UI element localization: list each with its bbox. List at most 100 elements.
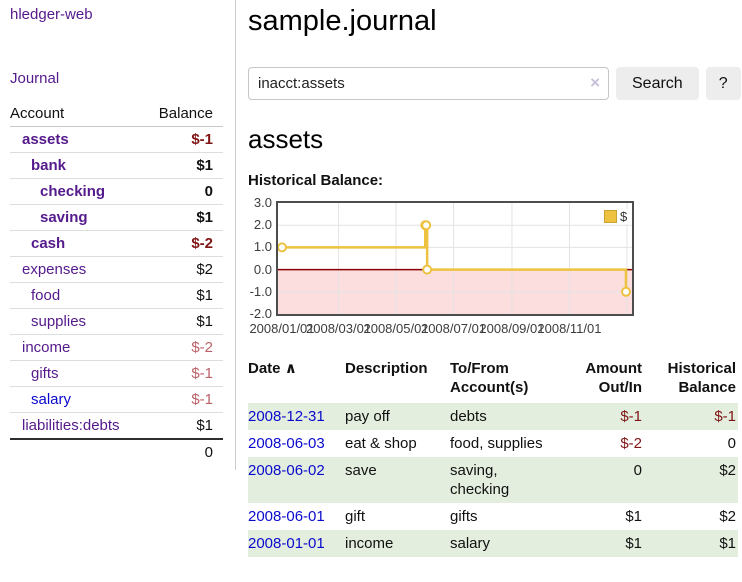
account-balance: $1 <box>144 282 223 309</box>
account-balance: $1 <box>144 308 223 335</box>
transaction-date-link[interactable]: 2008-12-31 <box>248 408 325 425</box>
transaction-description: pay off <box>345 408 390 425</box>
y-axis-tick-label: 2.0 <box>253 217 272 233</box>
account-link[interactable]: cash <box>31 235 66 252</box>
col-description: Description <box>345 360 428 377</box>
account-link[interactable]: income <box>22 339 71 356</box>
transaction-accounts: food, supplies <box>450 435 543 452</box>
transaction-row: 2008-06-03 eat & shop food, supplies $-2 0 <box>248 430 738 457</box>
accounts-total-value: 0 <box>144 438 223 465</box>
transaction-amount: $1 <box>625 535 642 552</box>
account-balance: $1 <box>144 204 223 231</box>
account-balance: $2 <box>144 256 223 283</box>
account-link[interactable]: bank <box>31 157 67 174</box>
y-axis-tick-label: -1.0 <box>249 283 272 299</box>
account-balance: $-1 <box>144 386 223 413</box>
account-balance: $-2 <box>144 334 223 361</box>
transaction-row: 2008-01-01 income salary $1 $1 <box>248 530 738 557</box>
accounts-col-balance: Balance <box>144 101 223 127</box>
transaction-date-link[interactable]: 2008-06-02 <box>248 462 325 479</box>
sidebar: hledger-web Journal Account Balance asse… <box>0 0 236 470</box>
sidebar-item-journal[interactable]: Journal <box>10 70 60 87</box>
brand-link[interactable]: hledger-web <box>10 6 93 23</box>
account-link[interactable]: assets <box>22 131 69 148</box>
x-axis-tick-label: 2008/05/01 <box>363 321 429 336</box>
account-row: assets $-1 <box>10 126 223 153</box>
account-link[interactable]: food <box>31 287 61 304</box>
transaction-accounts: gifts <box>450 508 478 525</box>
transaction-accounts: salary <box>450 535 491 552</box>
accounts-header-row: Account Balance <box>10 101 223 127</box>
transaction-date-link[interactable]: 2008-01-01 <box>248 535 325 552</box>
account-link[interactable]: salary <box>31 391 72 408</box>
transaction-description: save <box>345 462 377 479</box>
accounts-total-row: 0 <box>10 438 223 465</box>
accounts-col-account: Account <box>10 101 145 127</box>
transaction-date-link[interactable]: 2008-06-03 <box>248 435 325 452</box>
register-table: Date ∧ Description To/From Account(s) Amo… <box>248 357 738 557</box>
x-axis-tick-label: 2008/11/01 <box>537 321 602 336</box>
search-input[interactable] <box>248 67 609 100</box>
transaction-balance: $1 <box>719 535 736 552</box>
transaction-balance: $2 <box>719 462 736 479</box>
transaction-accounts: saving, checking <box>450 462 510 498</box>
transaction-date-link[interactable]: 2008-06-01 <box>248 508 325 525</box>
transaction-row: 2008-06-02 save saving, checking 0 $2 <box>248 457 738 503</box>
search-form: × Search ? <box>248 67 742 100</box>
chart-legend: $ <box>603 209 629 224</box>
transaction-balance: $-1 <box>714 408 736 425</box>
account-row: food $1 <box>10 282 223 309</box>
account-row: cash $-2 <box>10 230 223 257</box>
transaction-amount: $1 <box>625 508 642 525</box>
help-button[interactable]: ? <box>705 67 741 100</box>
transaction-amount: $-2 <box>620 435 642 452</box>
accounts-table: Account Balance assets $-1 bank $1 checking 0… <box>10 101 223 465</box>
page-title: sample.journal <box>248 5 437 37</box>
transaction-description: income <box>345 535 394 552</box>
account-link[interactable]: saving <box>40 209 88 226</box>
legend-label: $ <box>620 209 628 224</box>
search-button[interactable]: Search <box>616 67 699 100</box>
sort-asc-icon: ∧ <box>284 360 297 377</box>
account-row: salary $-1 <box>10 386 223 413</box>
transaction-description: gift <box>345 508 366 525</box>
account-link[interactable]: liabilities:debts <box>22 417 120 434</box>
transaction-row: 2008-12-31 pay off debts $-1 $-1 <box>248 403 738 430</box>
col-accounts: To/From Account(s) <box>450 360 529 396</box>
transaction-accounts: debts <box>450 408 487 425</box>
account-link[interactable]: gifts <box>31 365 59 382</box>
account-balance: $1 <box>196 417 213 434</box>
main-content: sample.journal × Search ? assets Histori… <box>248 0 742 557</box>
account-balance: 0 <box>144 178 223 205</box>
clear-search-icon[interactable]: × <box>590 73 600 92</box>
account-row: supplies $1 <box>10 308 223 335</box>
account-row: checking 0 <box>10 178 223 205</box>
account-balance: $-1 <box>144 126 223 153</box>
chart-title: Historical Balance: <box>248 172 384 189</box>
account-balance: $-2 <box>144 230 223 257</box>
account-row: bank $1 <box>10 152 223 179</box>
transaction-amount: 0 <box>633 462 642 479</box>
search-box: × <box>248 67 609 100</box>
account-link[interactable]: supplies <box>31 313 87 330</box>
x-axis-tick-label: 2008/01/01 <box>249 321 315 336</box>
y-axis-tick-label: 3.0 <box>253 195 272 210</box>
account-row: income $-2 <box>10 334 223 361</box>
register-header-row: Date ∧ Description To/From Account(s) Amo… <box>248 357 738 403</box>
y-axis-tick-label: 1.0 <box>253 239 272 255</box>
account-link[interactable]: checking <box>40 183 106 200</box>
x-axis-tick-label: 2008/09/01 <box>479 321 545 336</box>
transaction-amount: $-1 <box>620 408 642 425</box>
legend-swatch-icon <box>604 210 617 223</box>
account-balance: $-1 <box>144 360 223 387</box>
col-date[interactable]: Date ∧ <box>248 360 297 377</box>
y-axis-tick-label: 0.0 <box>253 261 272 277</box>
transaction-description: eat & shop <box>345 435 417 452</box>
transaction-row: 2008-06-01 gift gifts $1 $2 <box>248 503 738 530</box>
transaction-balance: $2 <box>719 508 736 525</box>
account-link[interactable]: expenses <box>22 261 87 278</box>
transaction-balance: 0 <box>727 435 736 452</box>
y-axis-tick-label: -2.0 <box>249 306 272 321</box>
account-row: saving $1 <box>10 204 223 231</box>
